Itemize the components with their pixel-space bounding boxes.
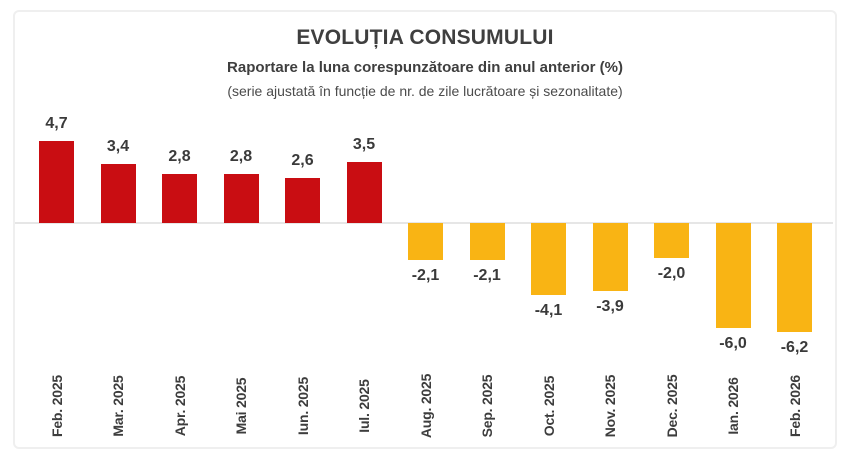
x-axis-label: Mai 2025: [233, 377, 249, 435]
bar: [777, 223, 812, 332]
bar: [469, 223, 505, 260]
bar-value-label: -6,0: [719, 335, 747, 352]
bar: [654, 223, 689, 258]
bar-value-label: 3,4: [106, 137, 130, 155]
bar: [100, 163, 136, 223]
bar: [715, 223, 751, 328]
bar: [285, 177, 320, 223]
x-axis-label: Iul. 2025: [356, 379, 372, 433]
bar-value-label: -2,1: [411, 266, 440, 284]
bar-value-label: -2,1: [473, 266, 501, 284]
x-axis-label: Sep. 2025: [479, 374, 495, 438]
x-axis-label: Mar. 2025: [110, 375, 126, 437]
bar-value-label: -6,2: [780, 338, 809, 356]
x-axis-label: Aug. 2025: [417, 373, 434, 439]
x-axis-label: Oct. 2025: [540, 375, 557, 437]
x-axis-label: Dec. 2025: [663, 374, 680, 438]
bar: [346, 161, 382, 223]
bar-value-label: 3,5: [352, 135, 376, 153]
bar: [39, 140, 74, 223]
bar: [162, 174, 197, 223]
chart-note: (serie ajustată în funcție de nr. de zil…: [227, 83, 623, 99]
bar: [408, 223, 443, 260]
x-axis-label: Iun. 2025: [294, 376, 311, 436]
x-axis-label: Feb. 2025: [48, 374, 65, 438]
chart-subtitle: Raportare la luna corespunzătoare din an…: [227, 59, 623, 76]
bar: [531, 223, 566, 295]
chart-title: EVOLUȚIA CONSUMULUI: [296, 26, 554, 49]
bar-value-label: 2,8: [229, 148, 253, 165]
x-axis-label: Feb. 2026: [786, 374, 803, 438]
chart-header: EVOLUȚIA CONSUMULUI Raportare la luna co…: [15, 26, 835, 99]
bar-value-label: 4,7: [45, 114, 68, 132]
bar-value-label: 2,6: [291, 151, 314, 169]
bar: [592, 223, 628, 292]
x-axis-label: Nov. 2025: [602, 374, 618, 438]
bar: [223, 174, 259, 223]
x-axis-label: Ian. 2026: [725, 377, 741, 435]
bar-value-label: 2,8: [168, 148, 191, 165]
bar-value-label: -2,0: [657, 265, 686, 282]
bar-value-label: -3,9: [596, 298, 624, 316]
x-axis-label: Apr. 2025: [171, 375, 188, 437]
bar-value-label: -4,1: [534, 301, 563, 319]
